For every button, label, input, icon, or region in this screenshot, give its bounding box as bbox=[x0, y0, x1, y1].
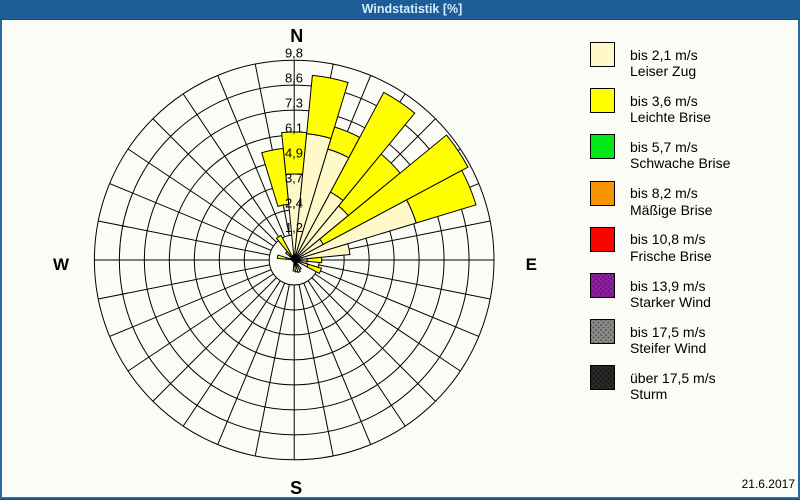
svg-text:3,7: 3,7 bbox=[285, 170, 303, 185]
svg-text:4,9: 4,9 bbox=[285, 145, 303, 160]
svg-text:N: N bbox=[290, 26, 303, 46]
svg-text:E: E bbox=[526, 255, 537, 274]
svg-text:6,1: 6,1 bbox=[285, 120, 303, 135]
svg-text:W: W bbox=[53, 255, 70, 274]
svg-text:2,4: 2,4 bbox=[285, 195, 303, 210]
svg-text:9,8: 9,8 bbox=[285, 45, 303, 60]
svg-text:1,2: 1,2 bbox=[285, 220, 303, 235]
svg-text:7,3: 7,3 bbox=[285, 95, 303, 110]
svg-text:S: S bbox=[290, 478, 302, 498]
svg-text:8,6: 8,6 bbox=[285, 70, 303, 85]
